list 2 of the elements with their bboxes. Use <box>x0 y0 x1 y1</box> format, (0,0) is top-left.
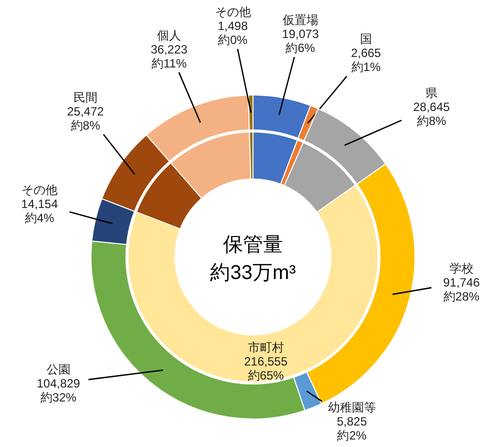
subtitle: 約33万m³ <box>210 262 296 284</box>
title: 保管量 <box>223 234 283 256</box>
